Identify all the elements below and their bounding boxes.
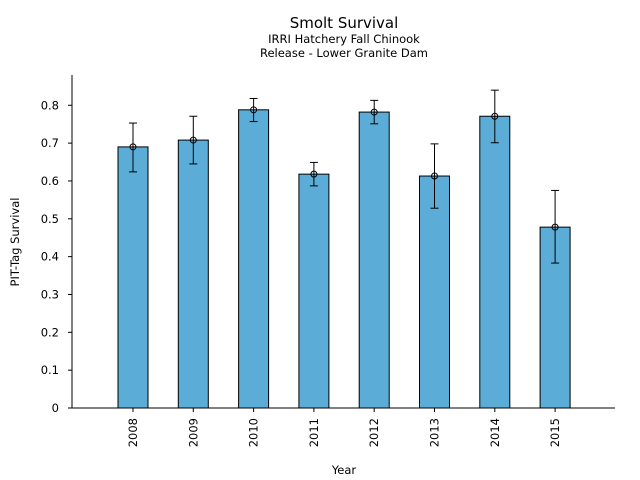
x-tick-label: 2008 (126, 418, 140, 447)
data-point-marker (370, 108, 378, 116)
bar (238, 109, 270, 409)
bar (358, 111, 390, 409)
chart-subtitle-line-2: Release - Lower Granite Dam (260, 46, 428, 60)
bars (117, 109, 571, 409)
y-tick-label: 0.3 (41, 287, 59, 301)
x-axis-ticks: 2008 2009 2010 2011 2012 2013 2014 2015 (126, 408, 562, 447)
x-tick-label: 2015 (548, 418, 562, 447)
error-bars (129, 89, 560, 264)
y-tick-label: 0.2 (41, 325, 59, 339)
data-point-marker (129, 143, 137, 151)
x-tick-label: 2013 (428, 418, 442, 447)
x-tick-label: 2009 (186, 418, 200, 447)
y-tick-label: 0.4 (41, 250, 59, 264)
bar (479, 115, 511, 409)
bar (117, 146, 149, 409)
x-tick-label: 2012 (367, 418, 381, 447)
y-tick-label: 0.7 (41, 136, 59, 150)
x-tick-label: 2010 (247, 418, 261, 447)
chart-subtitle-line-1: IRRI Hatchery Fall Chinook (268, 32, 420, 46)
x-tick-label: 2011 (307, 418, 321, 447)
data-point-marker (431, 172, 438, 180)
y-tick-label: 0.8 (41, 98, 59, 112)
y-axis-ticks: 0 0.1 0.2 0.3 0.4 0.5 0.6 0.7 0.8 (41, 98, 72, 415)
y-tick-label: 0.5 (41, 212, 59, 226)
chart-title: Smolt Survival (290, 14, 399, 32)
x-axis-label: Year (331, 463, 357, 477)
y-tick-label: 0.1 (41, 363, 59, 377)
bar (177, 139, 209, 409)
data-point-marker (491, 112, 499, 120)
y-tick-label: 0 (52, 401, 59, 415)
y-tick-label: 0.6 (41, 174, 59, 188)
x-tick-label: 2014 (488, 418, 502, 447)
data-point-marker (310, 170, 318, 178)
data-point-marker (250, 106, 258, 114)
bar (298, 173, 330, 409)
data-point-marker (551, 223, 559, 231)
data-point-marker (189, 136, 197, 144)
y-axis-label: PIT-Tag Survival (8, 198, 22, 287)
bar (419, 175, 450, 409)
